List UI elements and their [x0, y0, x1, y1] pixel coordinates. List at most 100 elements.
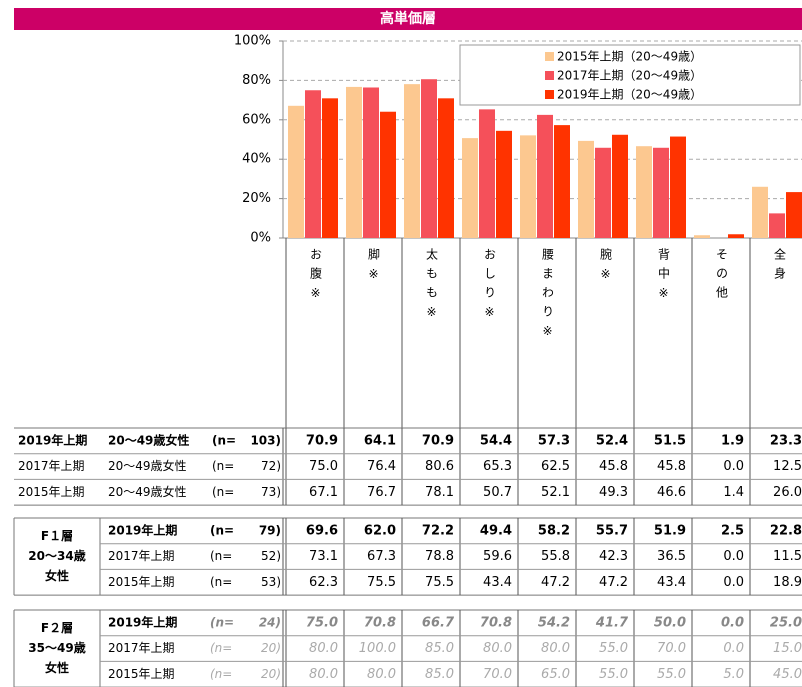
cell-value: 49.3: [599, 485, 628, 500]
bar: [462, 138, 478, 238]
cell-value: 70.0: [657, 641, 686, 656]
cell-value: 76.4: [367, 459, 396, 474]
cell-value: 0.0: [721, 615, 744, 630]
cell-value: 0.0: [723, 575, 744, 590]
row-n-open: (n=: [212, 459, 234, 473]
cell-value: 65.0: [541, 667, 570, 682]
x-tick-label: 脚※: [367, 247, 381, 288]
row-n: 20): [261, 641, 281, 655]
cell-value: 78.8: [425, 549, 454, 564]
row-period: 2015年上期: [18, 485, 85, 499]
cell-value: 75.5: [367, 575, 396, 590]
x-tick-label: 太もも※: [425, 247, 439, 326]
cell-value: 1.4: [723, 485, 744, 500]
cell-value: 66.7: [422, 615, 455, 630]
row-segment: 20〜49歳女性: [108, 458, 187, 473]
cell-value: 1.9: [721, 433, 744, 448]
legend-label: 2017年上期（20〜49歳）: [557, 69, 702, 83]
bar: [305, 90, 321, 238]
y-tick-label: 20%: [242, 191, 271, 206]
legend-swatch: [545, 71, 554, 80]
x-tick-label: 背中※: [657, 248, 671, 307]
row-n-open: (n=: [210, 641, 232, 655]
legend-label: 2019年上期（20〜49歳）: [557, 88, 702, 102]
bar: [346, 86, 362, 238]
cell-value: 22.8: [770, 523, 802, 538]
cell-value: 0.0: [723, 641, 744, 656]
cell-value: 57.3: [538, 433, 570, 448]
row-n: 24): [259, 615, 281, 629]
group-label: 女性: [45, 568, 69, 583]
cell-value: 12.5: [773, 459, 802, 474]
cell-value: 26.0: [773, 485, 802, 500]
y-tick-label: 100%: [234, 34, 271, 49]
bar: [653, 147, 669, 238]
bar: [752, 186, 768, 238]
cell-value: 67.3: [367, 549, 396, 564]
bar: [537, 114, 553, 238]
cell-value: 62.0: [364, 523, 396, 538]
row-n-open: (n=: [212, 433, 236, 447]
cell-value: 5.0: [723, 667, 744, 682]
cell-value: 43.4: [657, 575, 686, 590]
cell-value: 43.4: [483, 575, 512, 590]
bar: [421, 79, 437, 238]
row-n-open: (n=: [210, 667, 232, 681]
row-period: 2019年上期: [18, 432, 87, 447]
cell-value: 78.1: [425, 485, 454, 500]
cell-value: 80.0: [483, 641, 512, 656]
cell-value: 59.6: [483, 549, 512, 564]
cell-value: 11.5: [773, 549, 802, 564]
bar: [520, 135, 536, 238]
group-label: 女性: [45, 660, 69, 675]
bar: [380, 111, 396, 238]
row-n-open: (n=: [212, 485, 234, 499]
y-tick-label: 40%: [242, 152, 271, 167]
cell-value: 65.3: [483, 459, 512, 474]
cell-value: 80.6: [425, 459, 454, 474]
row-period: 2017年上期: [108, 549, 175, 563]
cell-value: 75.0: [309, 459, 338, 474]
cell-value: 80.0: [309, 667, 338, 682]
cell-value: 0.0: [723, 549, 744, 564]
cell-value: 47.2: [599, 575, 628, 590]
bar: [769, 213, 785, 238]
cell-value: 72.2: [422, 523, 454, 538]
cell-value: 75.0: [306, 615, 338, 630]
x-tick-label: 腕※: [599, 247, 613, 288]
cell-value: 55.0: [657, 667, 686, 682]
group-label: 35〜49歳: [28, 640, 85, 655]
cell-value: 54.2: [538, 615, 570, 630]
bar: [728, 234, 744, 238]
cell-value: 70.8: [480, 615, 512, 630]
cell-value: 51.9: [654, 523, 686, 538]
cell-value: 85.0: [425, 667, 454, 682]
cell-value: 45.8: [599, 459, 628, 474]
cell-value: 69.6: [306, 523, 338, 538]
bar: [694, 235, 710, 238]
row-n: 103): [250, 433, 281, 447]
row-n-open: (n=: [210, 523, 234, 537]
cell-value: 15.0: [773, 641, 802, 656]
cell-value: 85.0: [425, 641, 454, 656]
cell-value: 75.5: [425, 575, 454, 590]
bar: [479, 109, 495, 238]
row-n: 72): [261, 459, 281, 473]
cell-value: 52.4: [596, 433, 628, 448]
legend-box: [459, 44, 801, 106]
cell-value: 55.0: [599, 667, 628, 682]
bar: [786, 192, 802, 238]
x-tick-label: 全身: [773, 247, 787, 286]
row-n: 79): [259, 523, 281, 537]
cell-value: 45.0: [773, 667, 802, 682]
cell-value: 50.7: [483, 485, 512, 500]
cell-value: 49.4: [480, 523, 512, 538]
group-label: F１層: [41, 529, 73, 543]
row-period: 2017年上期: [18, 459, 85, 473]
cell-value: 70.9: [422, 433, 454, 448]
cell-value: 51.5: [654, 433, 686, 448]
row-period: 2019年上期: [108, 522, 177, 537]
cell-value: 70.9: [306, 433, 338, 448]
cell-value: 55.8: [541, 549, 570, 564]
